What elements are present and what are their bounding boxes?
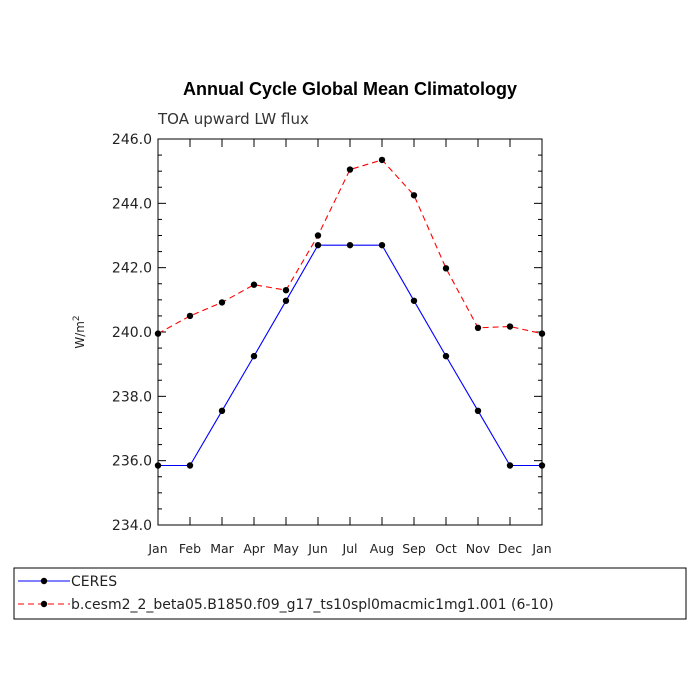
y-axis-label-exponent: 2 (72, 315, 82, 321)
series-1 (154, 241, 546, 469)
data-point (538, 330, 546, 337)
data-point (314, 232, 322, 239)
data-point (474, 324, 482, 332)
legend-marker (40, 600, 48, 608)
data-point (346, 166, 354, 173)
x-tick-label: Jun (307, 541, 328, 556)
x-tick-label: Jul (341, 541, 357, 556)
data-point (250, 352, 258, 360)
legend-box (13, 567, 687, 620)
y-axis-label-unit: W/m (73, 321, 87, 349)
data-point (378, 241, 386, 249)
x-tick-label: Aug (370, 541, 394, 556)
data-point (314, 241, 322, 249)
y-tick-label: 234.0 (112, 518, 152, 534)
series-line (158, 244, 542, 467)
y-tick-label: 240.0 (112, 325, 152, 341)
x-tick-label: Sep (402, 541, 426, 556)
x-tick-label: Jan (147, 541, 167, 556)
legend: CERES b.cesm2_2_beta05.B1850.f09_g17_ts10… (13, 567, 687, 620)
data-point (154, 330, 162, 337)
chart-title: Annual Cycle Global Mean Climatology (183, 79, 517, 99)
y-tick-label: 244.0 (112, 196, 152, 212)
legend-marker (40, 577, 48, 585)
y-tick-label: 242.0 (112, 261, 152, 277)
x-tick-label: Apr (243, 541, 265, 556)
plot-area (157, 138, 543, 526)
x-tick-label: Oct (435, 541, 457, 556)
y-tick-label: 238.0 (112, 389, 152, 405)
chart-subtitle: TOA upward LW flux (157, 110, 309, 128)
x-tick-label: Mar (210, 541, 234, 556)
data-point (506, 323, 514, 330)
x-tick-label: Dec (498, 541, 522, 556)
data-point (218, 407, 226, 415)
data-point (442, 352, 450, 360)
data-point (250, 281, 258, 288)
y-axis-label: W/m2 (72, 315, 87, 348)
legend-item: CERES (18, 574, 117, 590)
data-point (154, 462, 162, 469)
x-axis: Jan Feb Mar Apr May Jun Jul Aug Sep Oct Nov Dec Jan (147, 139, 552, 556)
x-tick-label: May (273, 541, 299, 556)
series-2 (154, 156, 546, 337)
legend-label: b.cesm2_2_beta05.B1850.f09_g17_ts10spl0m… (71, 597, 554, 613)
data-point (218, 299, 226, 306)
x-tick-label: Nov (466, 541, 491, 556)
data-point (538, 462, 546, 469)
data-point (410, 192, 418, 199)
y-tick-label: 236.0 (112, 454, 152, 470)
legend-item: b.cesm2_2_beta05.B1850.f09_g17_ts10spl0m… (18, 597, 554, 613)
data-point (186, 312, 194, 320)
y-axis: 234.0 236.0 238.0 240.0 242.0 244.0 246.0 (112, 132, 542, 534)
x-tick-label: Jan (531, 541, 551, 556)
data-point (506, 462, 514, 469)
data-point (346, 241, 354, 249)
data-point (410, 297, 418, 304)
data-point (378, 156, 386, 164)
data-point (442, 265, 450, 272)
data-point (282, 297, 290, 304)
y-tick-label: 246.0 (112, 132, 152, 148)
x-tick-label: Feb (179, 541, 201, 556)
data-point (474, 407, 482, 415)
series-layer (154, 156, 546, 469)
legend-label: CERES (71, 574, 117, 590)
data-point (282, 286, 290, 294)
data-point (186, 462, 194, 469)
